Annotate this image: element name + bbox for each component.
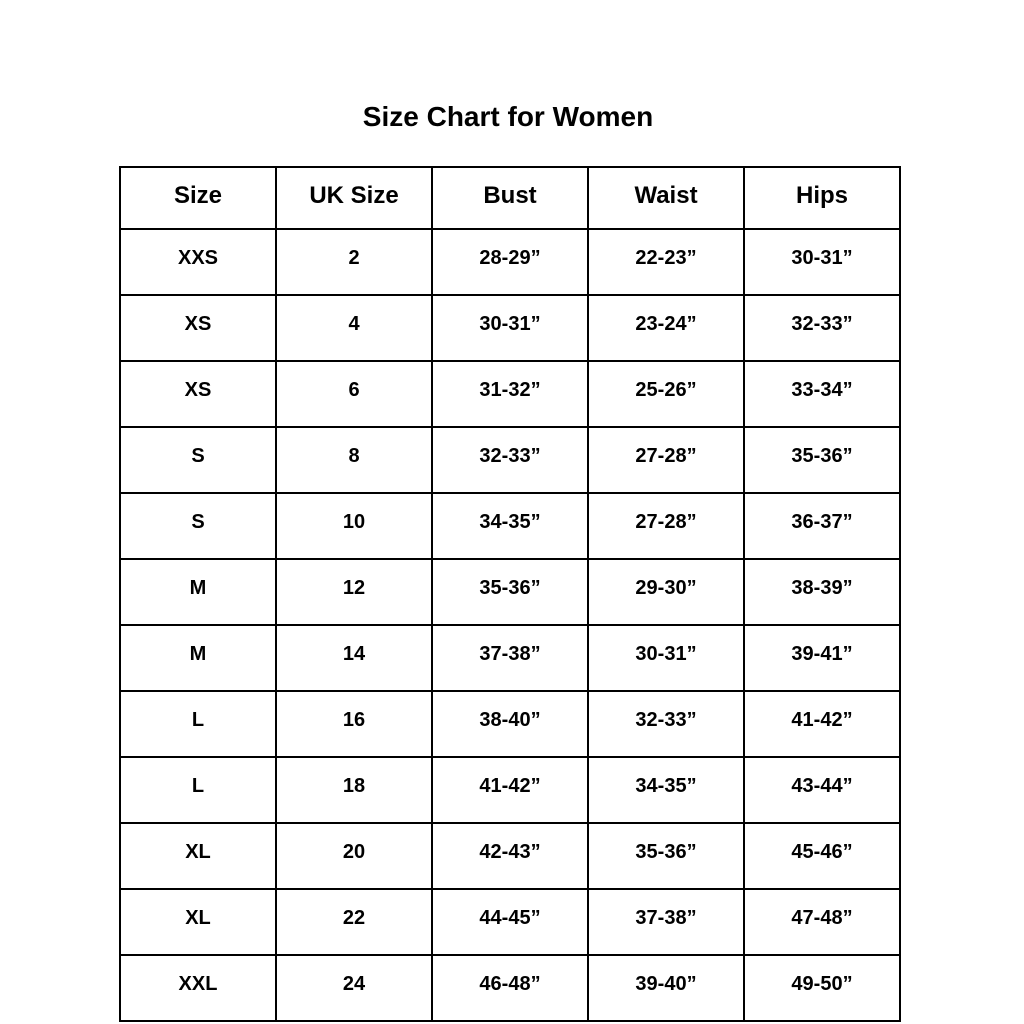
- cell-waist: 39-40”: [587, 954, 745, 1022]
- cell-bust: 37-38”: [431, 624, 589, 692]
- table-row: L 18 41-42” 34-35” 43-44”: [119, 756, 901, 824]
- cell-uk-size: 2: [275, 228, 433, 296]
- cell-hips: 32-33”: [743, 294, 901, 362]
- table-header-row: Size UK Size Bust Waist Hips: [119, 166, 901, 230]
- cell-bust: 28-29”: [431, 228, 589, 296]
- cell-size: L: [119, 690, 277, 758]
- cell-size: XS: [119, 294, 277, 362]
- cell-bust: 32-33”: [431, 426, 589, 494]
- cell-waist: 22-23”: [587, 228, 745, 296]
- cell-uk-size: 10: [275, 492, 433, 560]
- cell-uk-size: 6: [275, 360, 433, 428]
- cell-hips: 43-44”: [743, 756, 901, 824]
- table-row: S 10 34-35” 27-28” 36-37”: [119, 492, 901, 560]
- cell-uk-size: 4: [275, 294, 433, 362]
- column-header-hips: Hips: [743, 166, 901, 230]
- table-row: S 8 32-33” 27-28” 35-36”: [119, 426, 901, 494]
- cell-bust: 41-42”: [431, 756, 589, 824]
- cell-bust: 42-43”: [431, 822, 589, 890]
- cell-hips: 36-37”: [743, 492, 901, 560]
- cell-hips: 47-48”: [743, 888, 901, 956]
- cell-hips: 30-31”: [743, 228, 901, 296]
- cell-hips: 45-46”: [743, 822, 901, 890]
- cell-bust: 38-40”: [431, 690, 589, 758]
- cell-uk-size: 22: [275, 888, 433, 956]
- cell-uk-size: 12: [275, 558, 433, 626]
- cell-hips: 38-39”: [743, 558, 901, 626]
- table-row: L 16 38-40” 32-33” 41-42”: [119, 690, 901, 758]
- table-row: M 14 37-38” 30-31” 39-41”: [119, 624, 901, 692]
- cell-size: XS: [119, 360, 277, 428]
- cell-size: XXL: [119, 954, 277, 1022]
- cell-size: M: [119, 558, 277, 626]
- cell-size: XL: [119, 888, 277, 956]
- cell-hips: 33-34”: [743, 360, 901, 428]
- cell-uk-size: 14: [275, 624, 433, 692]
- cell-waist: 27-28”: [587, 426, 745, 494]
- table-body: XXS 2 28-29” 22-23” 30-31” XS 4 30-31” 23-24” 32-…: [119, 228, 901, 1022]
- table-row: XXS 2 28-29” 22-23” 30-31”: [119, 228, 901, 296]
- cell-waist: 34-35”: [587, 756, 745, 824]
- cell-bust: 30-31”: [431, 294, 589, 362]
- cell-hips: 49-50”: [743, 954, 901, 1022]
- cell-waist: 30-31”: [587, 624, 745, 692]
- cell-waist: 25-26”: [587, 360, 745, 428]
- size-chart-table: Size UK Size Bust Waist Hips XXS 2 28-29” 22-23…: [119, 166, 901, 1022]
- cell-size: XXS: [119, 228, 277, 296]
- cell-uk-size: 18: [275, 756, 433, 824]
- cell-bust: 44-45”: [431, 888, 589, 956]
- cell-size: S: [119, 426, 277, 494]
- cell-bust: 35-36”: [431, 558, 589, 626]
- column-header-waist: Waist: [587, 166, 745, 230]
- table-row: XS 4 30-31” 23-24” 32-33”: [119, 294, 901, 362]
- cell-waist: 32-33”: [587, 690, 745, 758]
- cell-waist: 35-36”: [587, 822, 745, 890]
- cell-hips: 41-42”: [743, 690, 901, 758]
- table-row: XS 6 31-32” 25-26” 33-34”: [119, 360, 901, 428]
- cell-waist: 23-24”: [587, 294, 745, 362]
- column-header-uk-size: UK Size: [275, 166, 433, 230]
- cell-hips: 39-41”: [743, 624, 901, 692]
- cell-waist: 27-28”: [587, 492, 745, 560]
- table-row: XL 22 44-45” 37-38” 47-48”: [119, 888, 901, 956]
- column-header-bust: Bust: [431, 166, 589, 230]
- table-row: XXL 24 46-48” 39-40” 49-50”: [119, 954, 901, 1022]
- cell-size: S: [119, 492, 277, 560]
- cell-size: XL: [119, 822, 277, 890]
- cell-bust: 46-48”: [431, 954, 589, 1022]
- cell-bust: 34-35”: [431, 492, 589, 560]
- cell-size: M: [119, 624, 277, 692]
- cell-bust: 31-32”: [431, 360, 589, 428]
- cell-uk-size: 8: [275, 426, 433, 494]
- table-row: M 12 35-36” 29-30” 38-39”: [119, 558, 901, 626]
- page-title: Size Chart for Women: [362, 101, 654, 132]
- column-header-size: Size: [119, 166, 277, 230]
- cell-uk-size: 24: [275, 954, 433, 1022]
- cell-hips: 35-36”: [743, 426, 901, 494]
- cell-waist: 29-30”: [587, 558, 745, 626]
- cell-waist: 37-38”: [587, 888, 745, 956]
- cell-size: L: [119, 756, 277, 824]
- cell-uk-size: 20: [275, 822, 433, 890]
- table-row: XL 20 42-43” 35-36” 45-46”: [119, 822, 901, 890]
- cell-uk-size: 16: [275, 690, 433, 758]
